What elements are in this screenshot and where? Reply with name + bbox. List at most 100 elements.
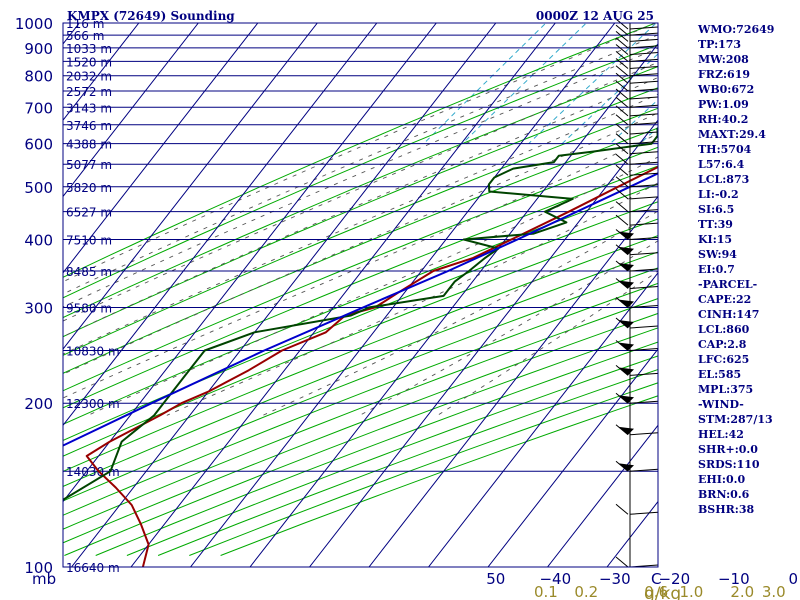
wind-barb [629, 286, 659, 290]
pressure-tick-label: 100 [24, 559, 53, 577]
index-item: L57:6.4 [698, 158, 745, 171]
pressure-tick-label: 300 [24, 299, 53, 317]
chart-title: KMPX (72649) Sounding [67, 9, 235, 23]
dry-adiabat [63, 298, 658, 530]
dry-adiabats [63, 23, 658, 556]
index-item: CAPE:22 [698, 293, 752, 306]
dry-adiabat [63, 183, 658, 425]
height-label: 7510 m [66, 234, 112, 248]
moist-adiabat [63, 61, 658, 322]
wind-barb-flag [615, 96, 629, 108]
y-axis-unit: mb [32, 570, 56, 588]
dry-adiabat [63, 282, 658, 516]
wind-barb [629, 196, 659, 200]
mixing-ratio-line [609, 99, 658, 145]
mixing-ratio-label: 0.1 [534, 583, 558, 600]
height-label: 116 m [66, 17, 104, 31]
isotherm [71, 23, 497, 567]
wind-barb [629, 96, 659, 100]
sounding-traces [63, 127, 658, 567]
wind-barb-flag [615, 58, 629, 69]
pressure-tick-label: 400 [24, 232, 53, 250]
wind-barb-flag [615, 114, 629, 126]
isotherm [63, 23, 259, 274]
isotherm [309, 119, 658, 567]
axes: 100 200 300 400 500 600 700 800 900 1000 50 −40 −30 −… [15, 15, 799, 600]
isotherm [428, 271, 658, 567]
wind-barb-flag [615, 72, 629, 84]
index-item: SHR+:0.0 [698, 443, 758, 456]
height-label: 14030 m [66, 465, 120, 479]
pressure-tick-label: 1000 [15, 15, 53, 33]
index-item: -WIND- [698, 398, 744, 411]
wind-barb-flag [615, 153, 629, 165]
height-label: 4388 m [66, 138, 112, 152]
wind-barb-pennant [618, 342, 634, 351]
dry-adiabat [63, 201, 658, 442]
index-item: LCL:860 [698, 323, 750, 336]
wind-barb [629, 58, 659, 62]
temperature-tick-label: 0 [789, 570, 799, 588]
index-item: TT:39 [698, 218, 733, 231]
index-item: BRN:0.6 [698, 488, 750, 501]
height-label: 1520 m [66, 55, 112, 69]
pressure-tick-label: 200 [24, 395, 53, 413]
index-item: LI:-0.2 [698, 188, 739, 201]
wind-barb [629, 104, 659, 108]
isotherm [63, 23, 437, 503]
temperature-tick-label: −30 [599, 570, 631, 588]
wind-barb-pennant [618, 395, 634, 404]
index-item: HEL:42 [698, 428, 744, 441]
height-label: 1033 m [66, 42, 112, 56]
wind-barb-pennant [618, 426, 634, 435]
height-label: 8485 m [66, 265, 112, 279]
index-item: -PARCEL- [698, 278, 758, 291]
index-item: SRDS:110 [698, 458, 760, 471]
wind-barb-flag [615, 556, 629, 568]
dry-adiabat [63, 127, 658, 374]
mixing-ratio-line [561, 53, 658, 145]
wind-barbs [615, 18, 659, 568]
wind-barb [629, 80, 659, 84]
wind-barb-pennant [618, 367, 634, 376]
wind-barb-pennant [618, 246, 634, 255]
height-label: 2032 m [66, 70, 112, 84]
index-item: LFC:625 [698, 353, 750, 366]
index-item: LCL:873 [698, 173, 750, 186]
isotherm [63, 23, 378, 427]
wind-barb [629, 304, 659, 308]
height-label: 9580 m [66, 301, 112, 315]
isotherm [487, 348, 658, 567]
wind-barb-pennant [618, 280, 634, 289]
dry-adiabat [63, 107, 658, 356]
mixing-ratio-unit: g/kg [644, 584, 681, 600]
dry-adiabat [63, 312, 658, 544]
wind-barb [629, 122, 659, 126]
wind-barb [629, 172, 659, 176]
dry-adiabat [64, 327, 658, 556]
index-item: EL:585 [698, 368, 742, 381]
height-label: 5077 m [66, 158, 112, 172]
index-item: SI:6.5 [698, 203, 735, 216]
wind-barb [629, 32, 659, 36]
wind-barb [629, 141, 659, 145]
isotherm [249, 43, 658, 567]
wind-barb [629, 268, 659, 272]
wind-barb-flag [615, 18, 629, 30]
wind-barb-flag [615, 105, 629, 117]
isotherm [368, 195, 658, 567]
wind-barb [629, 400, 659, 404]
dry-adiabat [63, 251, 658, 487]
wind-barb-flag [615, 214, 629, 226]
wind-barb [629, 131, 659, 135]
index-item: WB0:672 [698, 83, 755, 96]
dry-adiabat [63, 23, 657, 278]
wind-barb [629, 65, 659, 69]
wind-barb [629, 209, 659, 213]
pressure-tick-label: 700 [24, 99, 53, 117]
dry-adiabat [63, 267, 658, 502]
index-item: CINH:147 [698, 308, 760, 321]
mixing-ratio-line [528, 23, 657, 145]
wind-barb [629, 468, 659, 472]
dry-adiabat [63, 44, 658, 299]
